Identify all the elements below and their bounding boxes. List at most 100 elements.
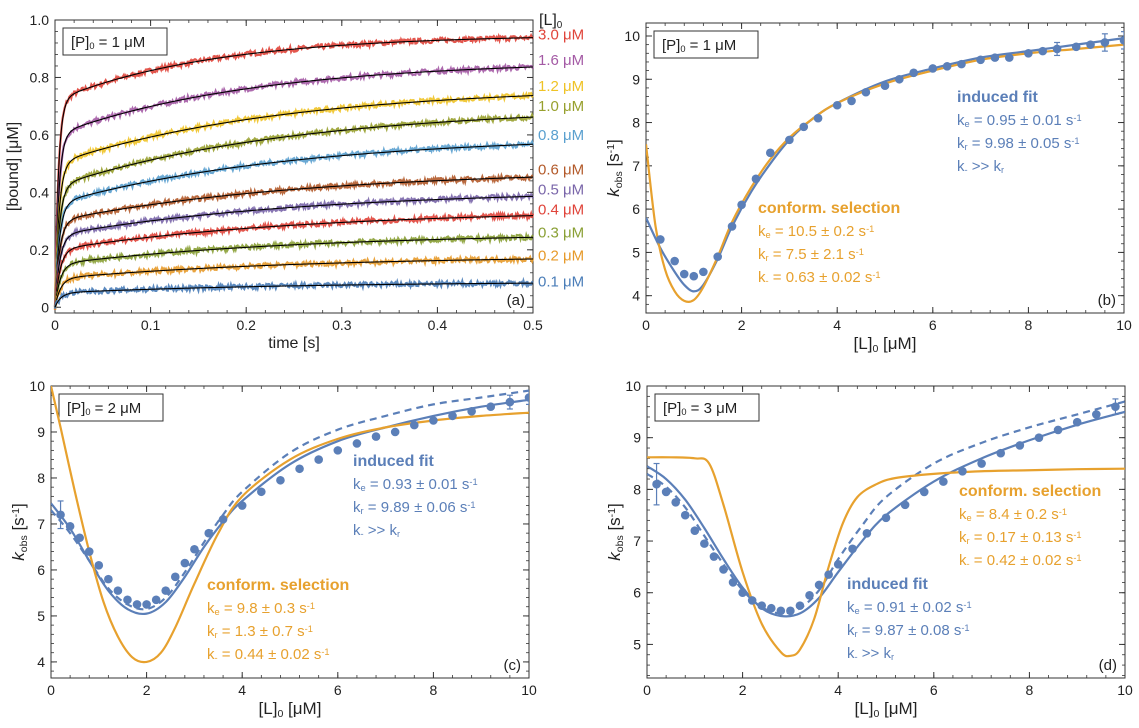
- rate-constant-text: kr = 1.3 ± 0.7 s-1: [207, 623, 313, 640]
- fit-line: [54, 116, 534, 308]
- data-point: [295, 464, 304, 474]
- data-point: [123, 595, 132, 605]
- conform-selection-title: conform. selection: [758, 200, 900, 217]
- conform-selection-title: conform. selection: [207, 577, 349, 594]
- plot-area: [646, 31, 1124, 303]
- data-point: [151, 595, 161, 605]
- panel-label: (d): [1099, 657, 1117, 674]
- data-trace: [53, 209, 535, 306]
- data-point: [204, 528, 214, 538]
- rate-constant-text: k- = 0.44 ± 0.02 s-1: [207, 646, 330, 663]
- data-point: [467, 406, 476, 416]
- panel-c: 0 2 4 6 8 10 4 5 6 7 8 9 10 (c) [P]0 = 2 μM induced fit…: [9, 378, 537, 720]
- legend-label: 1.6 μM: [538, 52, 584, 69]
- data-point: [928, 64, 938, 73]
- protein-conc-box: [62, 27, 168, 56]
- legend-label: 0.5 μM: [538, 181, 584, 198]
- data-point: [795, 601, 805, 610]
- fit-line: [54, 37, 534, 308]
- y-tick-label: 6: [632, 201, 640, 217]
- data-point: [728, 578, 738, 587]
- data-point: [700, 539, 709, 548]
- x-tick-label: 0.5: [523, 317, 543, 333]
- data-point: [237, 501, 247, 510]
- fit-line: [54, 176, 534, 308]
- data-point: [786, 606, 795, 616]
- series-3.0: [53, 32, 534, 310]
- data-point: [895, 74, 904, 84]
- x-tick-label: 0: [642, 317, 650, 333]
- x-tick-label: 6: [929, 317, 937, 333]
- protein-conc-box: [653, 30, 759, 59]
- series-0.2: [53, 254, 535, 310]
- data-point: [689, 271, 699, 281]
- data-point: [1052, 44, 1062, 54]
- data-point: [1119, 36, 1124, 45]
- x-tick-label: 10: [521, 682, 537, 698]
- series-0.6: [53, 171, 534, 310]
- data-point: [276, 475, 285, 485]
- series-1.2: [53, 90, 534, 308]
- x-tick-label: 2: [143, 682, 151, 698]
- rate-constant-text: ke = 0.95 ± 0.01 s-1: [957, 112, 1082, 129]
- y-axis-label: kobs [s-1]: [604, 139, 625, 197]
- induced-fit-dashed-line: [51, 389, 529, 611]
- data-point: [1024, 48, 1033, 58]
- data-point: [939, 477, 948, 486]
- data-point: [765, 148, 775, 158]
- y-tick-label: 8: [633, 481, 641, 497]
- rate-constant-text: kr = 9.87 ± 0.08 s-1: [847, 622, 970, 639]
- x-tick-label: 2: [739, 682, 747, 698]
- induced-fit-title: induced fit: [847, 576, 929, 593]
- x-tick-label: 4: [238, 682, 246, 698]
- data-point: [737, 200, 746, 210]
- x-axis-label: time [s]: [268, 335, 320, 352]
- data-point: [1004, 53, 1014, 62]
- data-point: [990, 53, 1000, 62]
- data-point: [132, 600, 142, 609]
- data-point: [976, 55, 985, 65]
- y-axis-label: [bound] [μM]: [5, 122, 22, 211]
- x-tick-label: 10: [1116, 317, 1132, 333]
- data-trace: [53, 230, 534, 308]
- y-tick-label: 9: [632, 71, 640, 87]
- data-point: [180, 558, 190, 568]
- data-point: [661, 487, 671, 497]
- y-tick-label: 1.0: [30, 12, 50, 28]
- rate-constant-text: ke = 8.4 ± 0.2 s-1: [959, 506, 1067, 523]
- protein-conc-label: [P]0 = 1 μM: [71, 34, 145, 51]
- rate-constant-text: ke = 10.5 ± 0.2 s-1: [758, 223, 874, 240]
- data-trace: [53, 276, 534, 309]
- plot-frame: [645, 22, 1125, 314]
- x-tick-label: 8: [1026, 682, 1034, 698]
- data-point: [448, 411, 457, 421]
- fit-line: [54, 258, 534, 308]
- x-tick-label: 6: [930, 682, 938, 698]
- data-trace: [53, 90, 534, 306]
- data-point: [84, 547, 94, 556]
- protein-conc-label: [P]0 = 1 μM: [662, 37, 736, 54]
- x-axis-label: [L]0 [μM]: [259, 699, 322, 720]
- data-point: [776, 606, 786, 616]
- data-point: [56, 510, 65, 520]
- series-0.5: [53, 191, 535, 308]
- data-point: [652, 479, 661, 489]
- series-0.1: [53, 276, 534, 309]
- data-point: [814, 580, 824, 590]
- data-point: [679, 269, 689, 279]
- legend-label: 0.4 μM: [538, 202, 584, 219]
- plot-frame: [54, 19, 534, 314]
- x-tick-label: 4: [834, 682, 842, 698]
- panel-a: 0 0.1 0.2 0.3 0.4 0.5 0 0.2 0.4 0.6 0.8 1.0 (a) [P]0 …: [5, 12, 584, 352]
- y-tick-label: 9: [37, 424, 45, 440]
- data-point: [524, 393, 529, 402]
- data-point: [909, 68, 918, 78]
- legend-label: 0.2 μM: [538, 248, 584, 265]
- data-point: [813, 113, 823, 123]
- data-point: [766, 603, 776, 613]
- x-tick-label: 0.3: [332, 317, 352, 333]
- series-0.4: [53, 209, 535, 308]
- induced-fit-title: induced fit: [353, 453, 435, 470]
